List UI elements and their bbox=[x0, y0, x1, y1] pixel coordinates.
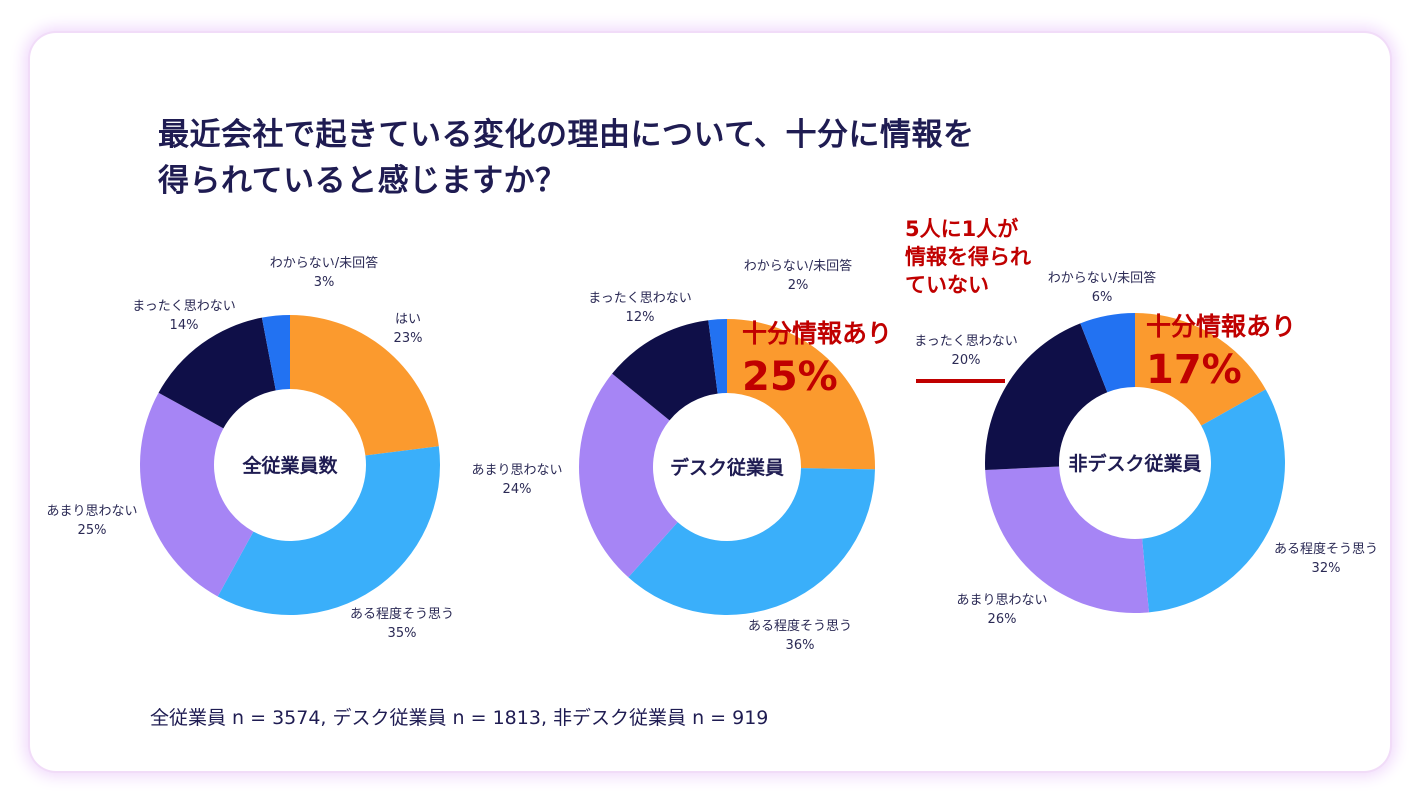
slice-not-at-all bbox=[158, 317, 276, 429]
slice-value-not-at-all: 12% bbox=[626, 310, 655, 325]
highlight-desk-value: 25% bbox=[742, 354, 838, 400]
slice-label-yes: はい bbox=[395, 312, 421, 327]
slice-unknown-no-answer bbox=[261, 315, 290, 391]
slice-label-not-at-all: まったく思わない bbox=[914, 334, 1017, 349]
slice-not-at-all bbox=[612, 320, 718, 421]
slice-somewhat-agree bbox=[628, 468, 875, 616]
slice-value-not-at-all: 14% bbox=[170, 318, 199, 333]
slice-yes bbox=[727, 319, 875, 470]
slice-label-somewhat-agree: ある程度そう思う bbox=[748, 618, 852, 634]
slice-value-somewhat-agree: 36% bbox=[786, 638, 815, 653]
donut-chart-all-employees: 全従業員数 はい 23% ある程度そう思う 35% あまり思わない 25% まったく思わない 1… bbox=[46, 255, 454, 641]
slice-value-yes: 23% bbox=[394, 331, 423, 346]
donut-center-label: デスク従業員 bbox=[670, 456, 784, 479]
donut-center-label: 全従業員数 bbox=[241, 454, 338, 477]
page-title: 最近会社で起きている変化の理由について、十分に情報を 得られていると感じますか？ bbox=[158, 112, 1158, 204]
annotation-line-3: ていない bbox=[905, 273, 989, 297]
highlight-non-desk-label: 十分情報あり bbox=[1146, 312, 1296, 341]
slice-label-unknown-no-answer: わからない/未回答 bbox=[744, 258, 852, 274]
highlight-desk-label: 十分情報あり bbox=[742, 319, 892, 348]
annotation-callout: 5人に1人が 情報を得られ ていない bbox=[905, 217, 1031, 383]
slice-unknown-no-answer bbox=[708, 319, 727, 394]
slice-value-somewhat-agree: 32% bbox=[1312, 561, 1341, 576]
slice-unknown-no-answer bbox=[1080, 313, 1135, 393]
slice-yes bbox=[290, 315, 439, 456]
slice-value-unknown-no-answer: 2% bbox=[788, 278, 809, 293]
slice-value-unknown-no-answer: 6% bbox=[1092, 290, 1113, 305]
slice-value-somewhat-agree: 35% bbox=[388, 626, 417, 641]
donut-center-label: 非デスク従業員 bbox=[1068, 452, 1201, 475]
slice-rarely-think bbox=[985, 466, 1149, 614]
slice-value-unknown-no-answer: 3% bbox=[314, 275, 335, 290]
slice-label-unknown-no-answer: わからない/未回答 bbox=[270, 255, 378, 271]
slice-label-rarely-think: あまり思わない bbox=[46, 504, 137, 519]
highlight-non-desk: 十分情報あり 17% bbox=[1146, 312, 1296, 393]
annotation-line-2: 情報を得られ bbox=[905, 245, 1031, 269]
slice-label-not-at-all: まったく思わない bbox=[132, 299, 235, 314]
slide-card bbox=[30, 33, 1390, 771]
slice-value-rarely-think: 25% bbox=[78, 523, 107, 538]
slice-label-somewhat-agree: ある程度そう思う bbox=[1274, 541, 1378, 557]
slice-value-rarely-think: 26% bbox=[988, 612, 1017, 627]
slice-label-rarely-think: あまり思わない bbox=[471, 463, 562, 478]
slice-label-somewhat-agree: ある程度そう思う bbox=[350, 606, 454, 622]
slice-rarely-think bbox=[140, 392, 254, 597]
title-line-1: 最近会社で起きている変化の理由について、十分に情報を bbox=[158, 117, 975, 153]
slice-value-not-at-all: 20% bbox=[952, 353, 981, 368]
highlight-desk: 十分情報あり 25% bbox=[742, 319, 892, 400]
title-line-2: 得られていると感じますか？ bbox=[158, 163, 567, 199]
slice-rarely-think bbox=[579, 373, 678, 578]
slice-somewhat-agree bbox=[1142, 389, 1285, 613]
slice-somewhat-agree bbox=[217, 446, 440, 616]
sample-size-footnote: 全従業員 n = 3574, デスク従業員 n = 1813, 非デスク従業員 … bbox=[150, 707, 769, 729]
slice-label-unknown-no-answer: わからない/未回答 bbox=[1048, 270, 1156, 286]
highlight-non-desk-value: 17% bbox=[1146, 347, 1242, 393]
slice-value-rarely-think: 24% bbox=[503, 482, 532, 497]
annotation-line-1: 5人に1人が bbox=[905, 217, 1018, 241]
slice-label-not-at-all: まったく思わない bbox=[588, 291, 691, 306]
slice-not-at-all bbox=[984, 323, 1108, 470]
slice-label-rarely-think: あまり思わない bbox=[956, 593, 1047, 608]
slice-yes bbox=[1135, 313, 1266, 426]
